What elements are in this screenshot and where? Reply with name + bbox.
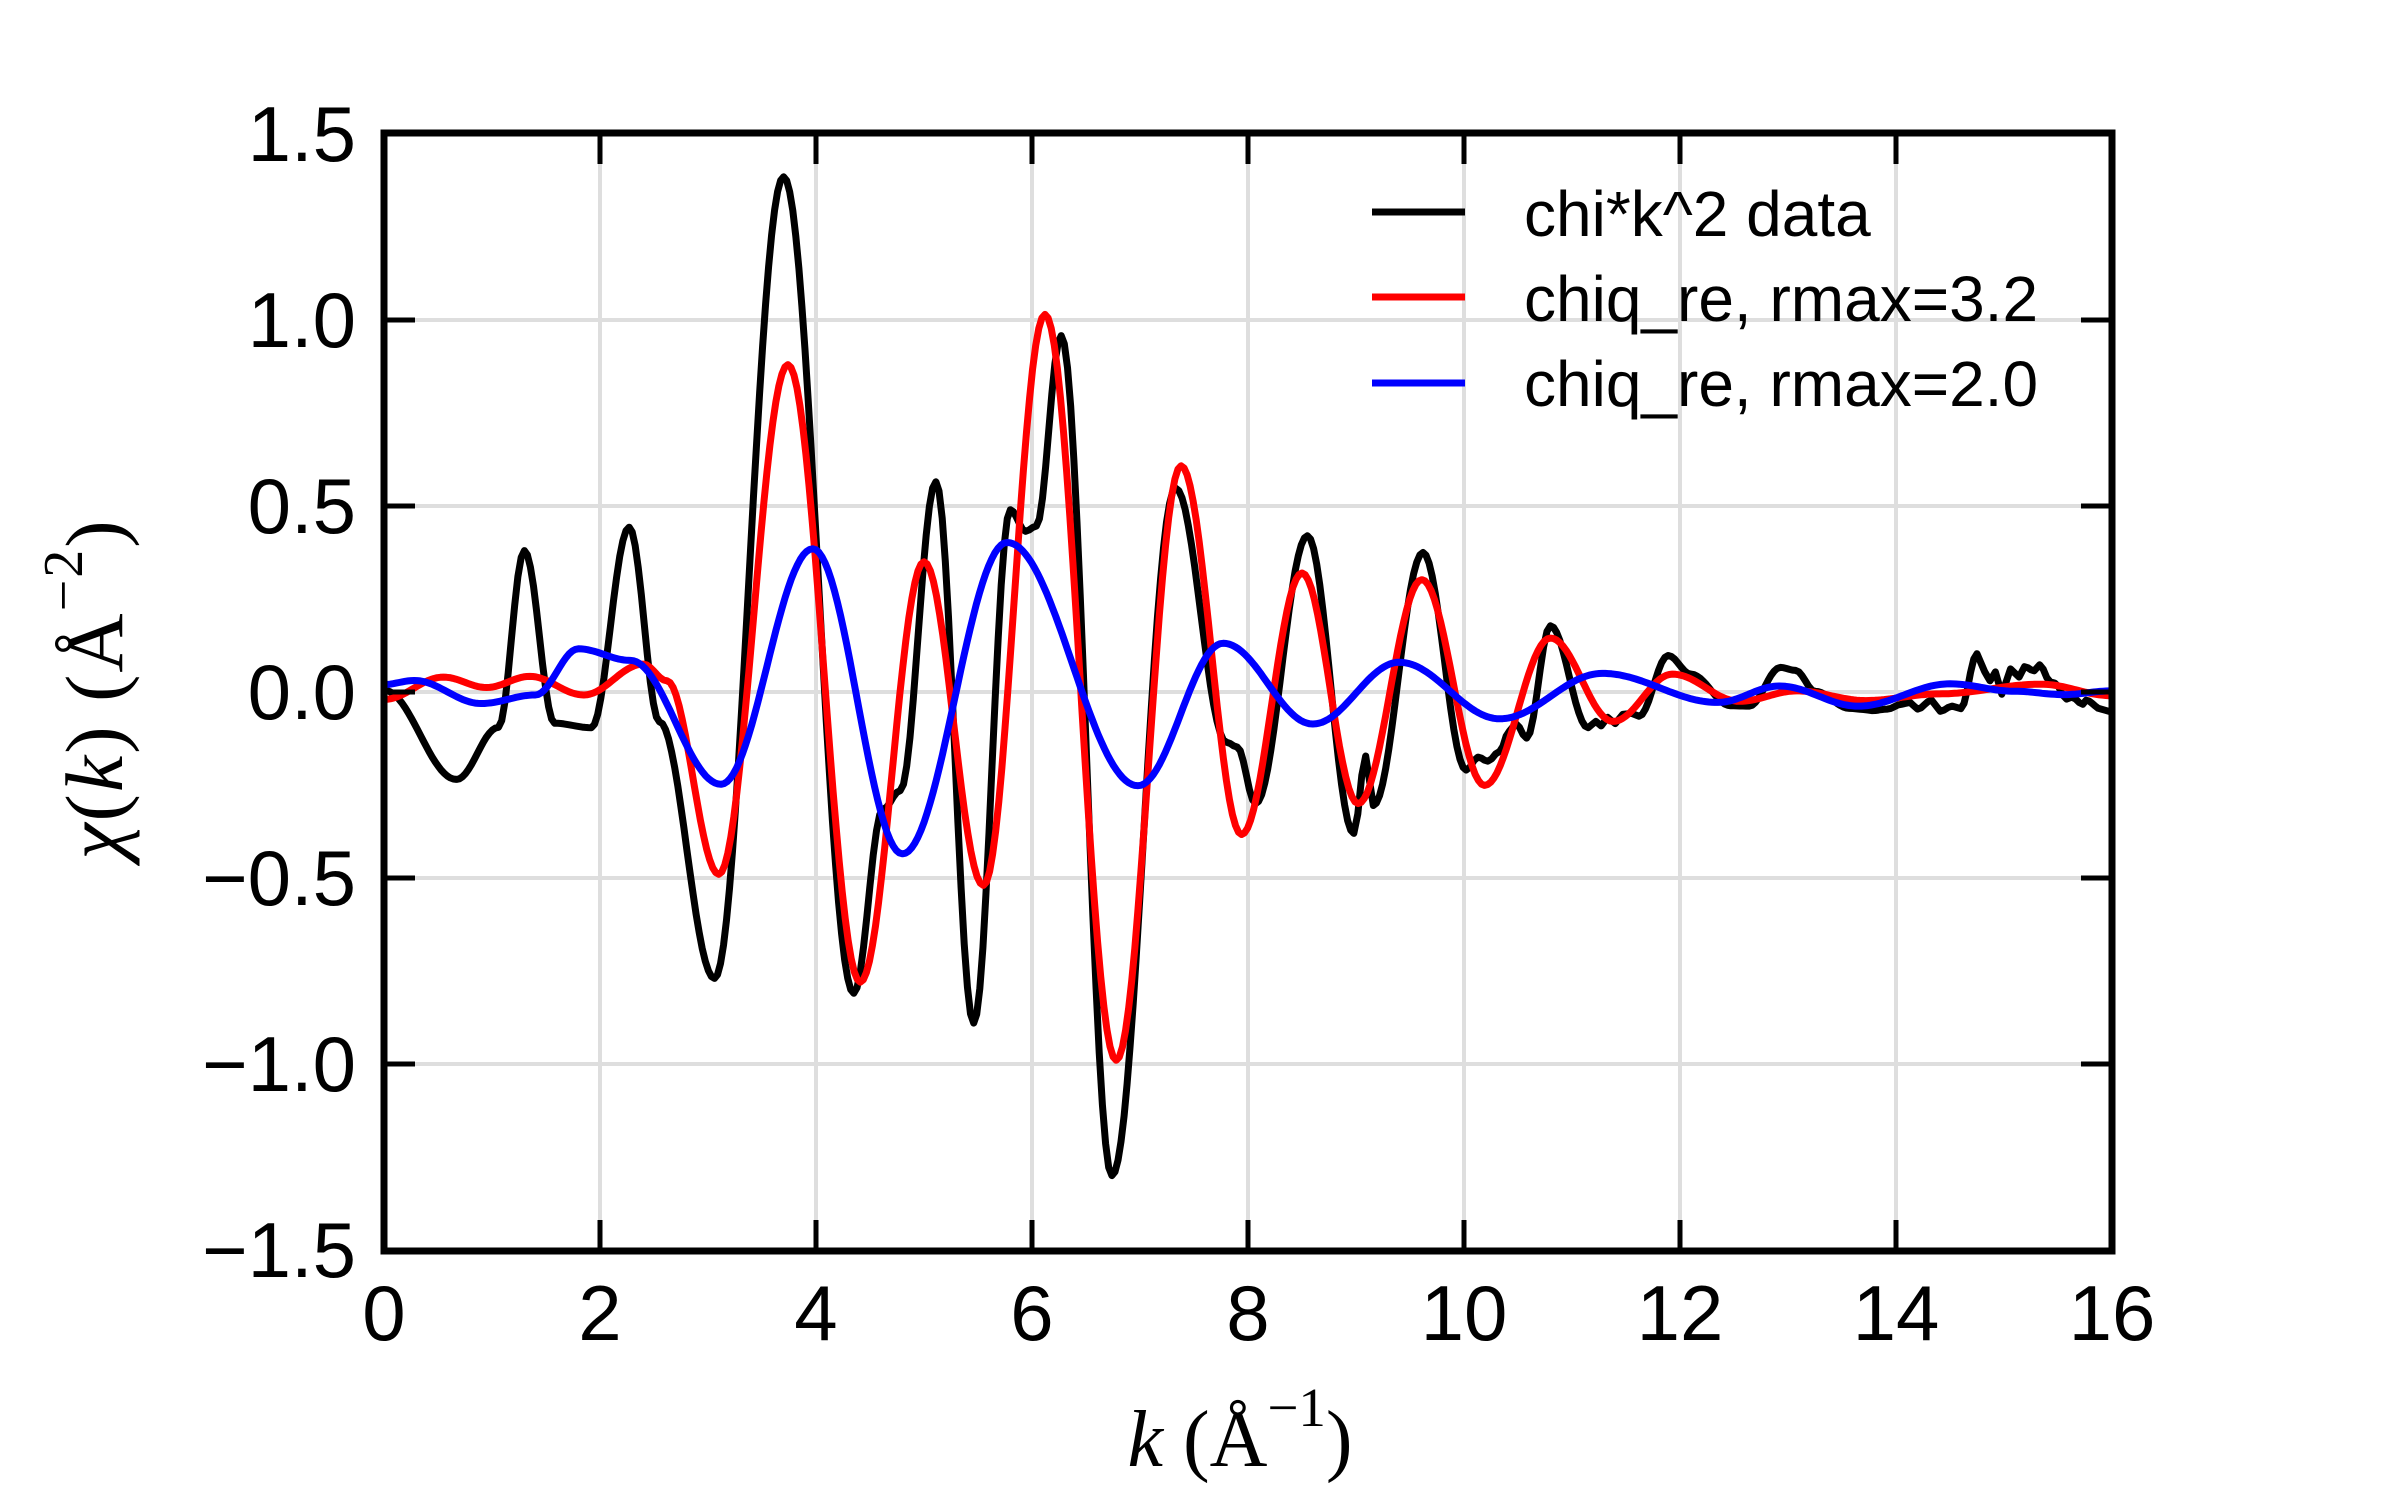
- svg-text:12: 12: [1637, 1269, 1724, 1357]
- svg-text:0.5: 0.5: [248, 462, 356, 550]
- svg-text:0.0: 0.0: [248, 648, 356, 736]
- svg-text:chiq_re, rmax=2.0: chiq_re, rmax=2.0: [1524, 348, 2038, 420]
- svg-text:chiq_re, rmax=3.2: chiq_re, rmax=3.2: [1524, 263, 2038, 335]
- svg-text:10: 10: [1421, 1269, 1508, 1357]
- svg-text:14: 14: [1853, 1269, 1940, 1357]
- svg-text:chi*k^2 data: chi*k^2 data: [1524, 178, 1871, 250]
- svg-text:−1.0: −1.0: [202, 1020, 356, 1108]
- svg-text:16: 16: [2069, 1269, 2156, 1357]
- svg-text:1.0: 1.0: [248, 276, 356, 364]
- svg-text:8: 8: [1226, 1269, 1269, 1357]
- svg-text:−0.5: −0.5: [202, 834, 356, 922]
- svg-text:0: 0: [362, 1269, 405, 1357]
- svg-text:1.5: 1.5: [248, 90, 356, 178]
- svg-text:2: 2: [578, 1269, 621, 1357]
- svg-text:−1.5: −1.5: [202, 1206, 356, 1294]
- svg-text:4: 4: [794, 1269, 837, 1357]
- svg-text:6: 6: [1010, 1269, 1053, 1357]
